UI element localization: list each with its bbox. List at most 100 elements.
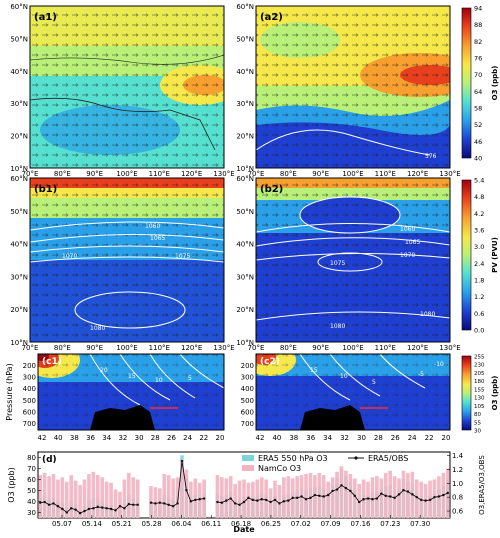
namco-bar — [406, 472, 410, 518]
ratio-point — [304, 498, 308, 501]
ratio-point — [442, 493, 445, 497]
namco-bar — [95, 475, 100, 518]
ratio-point — [163, 502, 166, 505]
lon-tick-label: 80°E — [54, 344, 71, 352]
ratio-point — [114, 509, 117, 512]
cross-x-tick-label: 22 — [425, 434, 434, 442]
ratio-point — [92, 507, 95, 510]
cross-x-tick-label: 36 — [306, 434, 315, 442]
ratio-point — [247, 496, 250, 500]
lon-tick-label: 130°E — [213, 344, 234, 352]
lat-tick-label: 60°N — [236, 3, 254, 11]
lon-tick-label: 70°E — [248, 170, 265, 178]
ratio-point — [136, 503, 139, 506]
ratio-point — [393, 496, 396, 500]
ratio-point — [344, 486, 348, 490]
cross-x-tick-label: 34 — [102, 434, 111, 442]
lat-tick-label: 60°N — [10, 3, 28, 11]
colorbar-tick-label: 2.4 — [474, 260, 484, 268]
ratio-point — [43, 500, 46, 504]
ratio-point — [105, 507, 108, 510]
lon-tick-label: 130°E — [439, 344, 460, 352]
namco-bar — [69, 475, 74, 518]
namco-bar — [78, 485, 82, 518]
namco-bar — [171, 478, 175, 518]
namco-bar — [282, 477, 286, 518]
legend-era5: ERA5 550 hPa O3 — [258, 454, 328, 463]
namco-bar — [286, 476, 291, 518]
ratio-point — [56, 504, 60, 508]
namco-bar — [344, 470, 348, 518]
ratio-point — [251, 498, 255, 502]
lon-tick-label: 110°E — [149, 344, 170, 352]
lat-tick-label: 50°N — [10, 35, 28, 43]
d-x-tick-label: 05.28 — [142, 520, 162, 528]
cross-y-tick-label: 400 — [241, 385, 254, 393]
ratio-point — [331, 489, 334, 493]
ratio-point — [189, 500, 193, 503]
panel-b2-label: (b2) — [260, 184, 283, 195]
colorbar-tick-label: 1.8 — [474, 277, 484, 285]
cross-y-tick-label: 700 — [241, 420, 254, 428]
namco-bar — [175, 477, 180, 518]
ratio-point — [256, 499, 259, 502]
ratio-point — [225, 499, 228, 502]
panel-b2-contour-labels: 1060 1065 1070 1075 1080 1080 — [330, 226, 435, 330]
namco-bar — [237, 480, 242, 518]
ratio-point — [406, 490, 410, 493]
lon-tick-label: 110°E — [375, 344, 396, 352]
namco-bar — [277, 485, 282, 518]
d-x-tick-label: 06.25 — [261, 520, 281, 528]
cross-x-tick-label: 40 — [54, 434, 63, 442]
lat-tick-label: 30°N — [10, 100, 28, 108]
panel-d-legend: ERA5 550 hPa O3 ERA5/OBS NamCo O3 — [242, 454, 408, 473]
panel-c1-crosssection — [38, 354, 224, 430]
colorbar-tick-label: 58 — [474, 105, 482, 113]
d-x-tick-label: 05.21 — [112, 520, 132, 528]
ratio-point — [52, 502, 55, 505]
d-x-tick-label: 06.18 — [231, 520, 251, 528]
lon-tick-label: 70°E — [22, 170, 39, 178]
namco-bar — [82, 479, 87, 518]
c1-contour-label: 20 — [100, 367, 108, 374]
namco-bar — [189, 481, 193, 518]
ratio-point — [384, 494, 387, 497]
c2-contour-label: 15 — [310, 367, 318, 374]
ratio-point — [357, 500, 361, 504]
colorbar-tick-label: 0.6 — [474, 310, 484, 318]
colorbar-tick-label: 64 — [474, 88, 482, 96]
cross-y-tick-label: 500 — [241, 397, 254, 405]
lon-tick-label: 80°E — [280, 170, 297, 178]
ratio-point — [371, 498, 374, 501]
namco-bar — [38, 475, 43, 518]
namco-bar — [91, 471, 96, 518]
panel-b1-contour-labels: 1060 1065 1070 1075 1080 — [62, 223, 190, 332]
namco-bar — [118, 491, 122, 518]
legend-swatch-era5 — [242, 455, 254, 461]
colorbar-tick-label: 130 — [474, 396, 485, 402]
ratio-point — [446, 491, 449, 495]
lon-tick-label: 100°E — [116, 344, 137, 352]
cross-x-tick-label: 42 — [38, 434, 47, 442]
ratio-point — [154, 502, 157, 505]
b2-contour-label: 1060 — [400, 226, 415, 233]
ratio-point — [437, 495, 441, 498]
ratio-point — [96, 505, 100, 509]
namco-bar — [259, 477, 264, 518]
cross-y-tick-label: 600 — [23, 408, 36, 416]
namco-bar — [51, 474, 56, 518]
lat-tick-label: 50°N — [236, 208, 254, 216]
d-x-tick-label: 07.16 — [350, 520, 371, 528]
namco-bar — [326, 481, 330, 518]
ratio-point — [428, 498, 432, 502]
namco-bar — [352, 478, 357, 518]
colorbar-tick-label: 1.2 — [474, 293, 484, 301]
d-y2-tick-label: 1.2 — [452, 466, 463, 474]
cross-x-tick-label: 30 — [357, 434, 366, 442]
lon-tick-label: 110°E — [375, 170, 396, 178]
lat-tick-label: 20°N — [236, 306, 254, 314]
panel-a2-frame — [255, 5, 451, 169]
panel-c2-label: (c2) — [260, 357, 280, 367]
cross-y-tick-label: 400 — [23, 385, 36, 393]
namco-bar — [73, 480, 78, 518]
